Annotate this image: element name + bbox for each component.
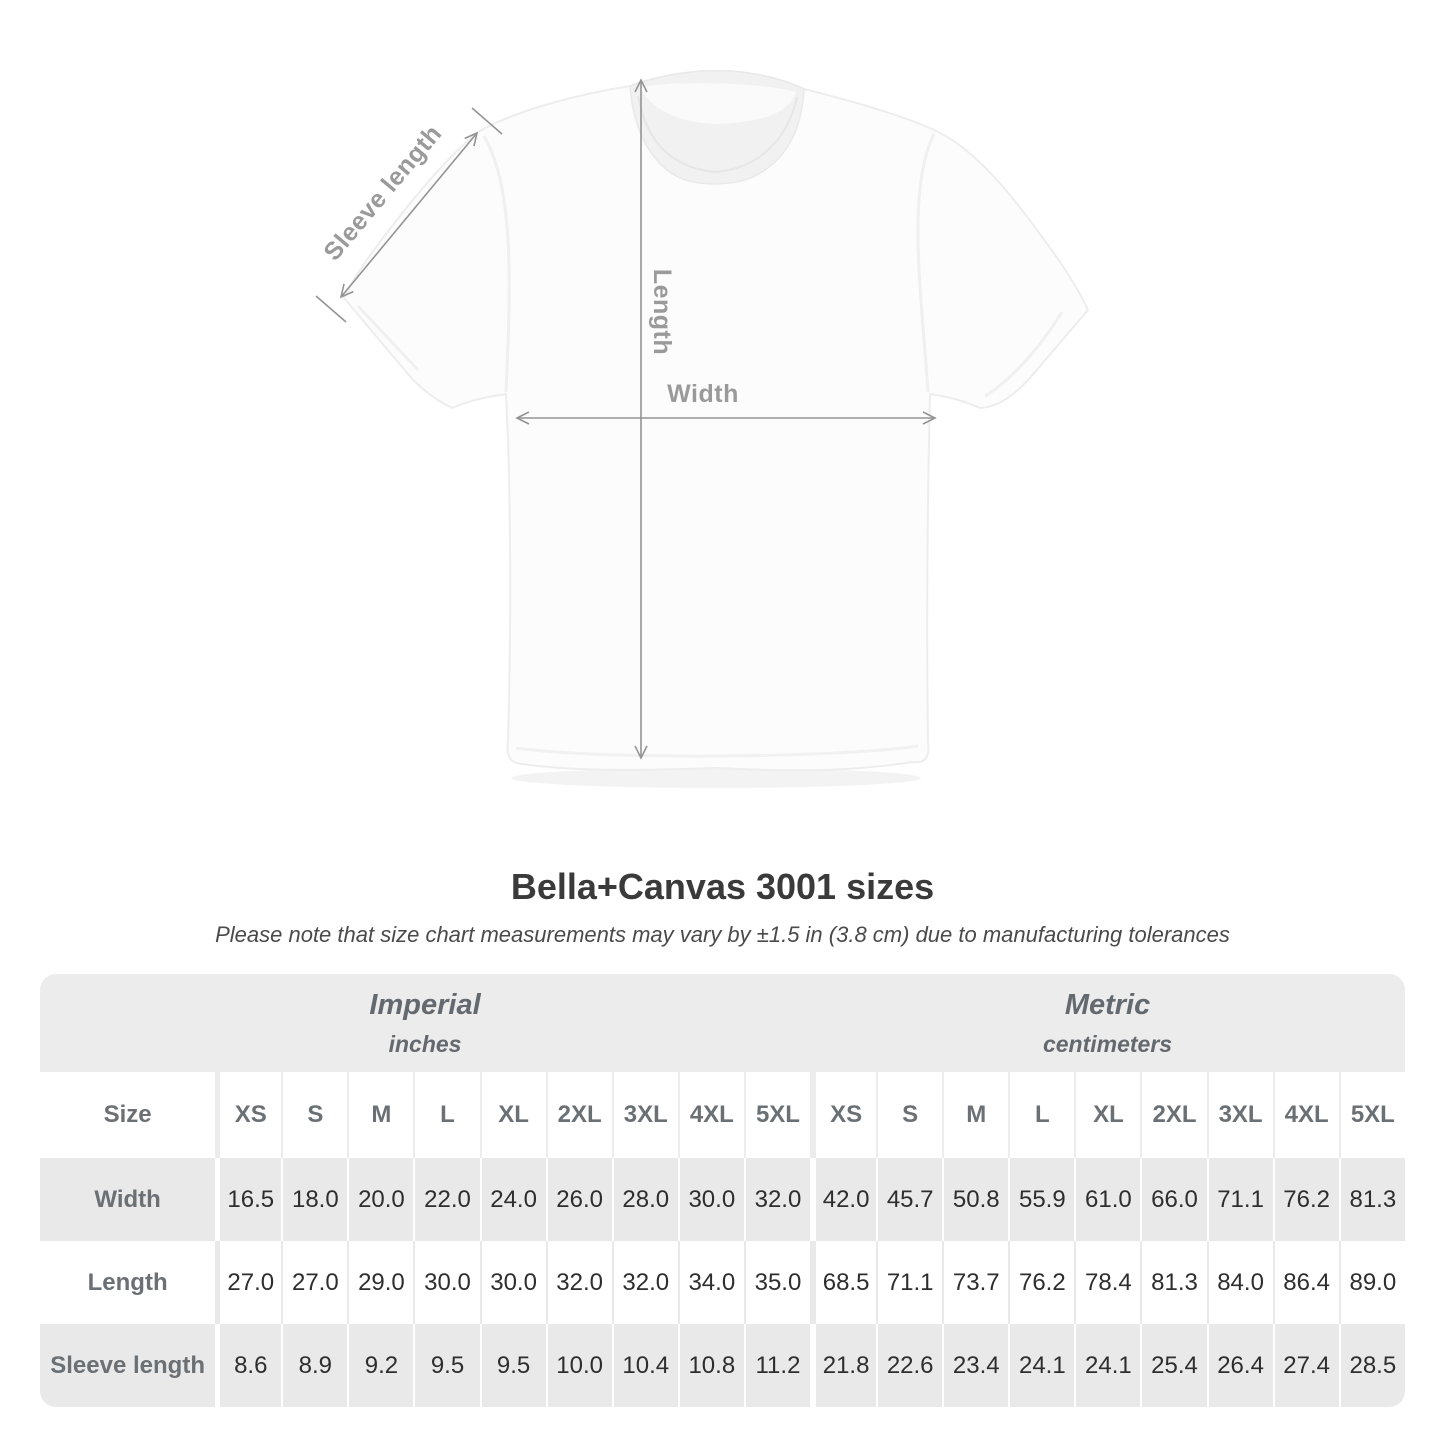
size-header-cell: L — [413, 1072, 480, 1158]
width-label: Width — [667, 380, 739, 408]
measurement-value-cell: 24.1 — [1008, 1324, 1075, 1407]
size-header-cell: M — [347, 1072, 414, 1158]
page-title: Bella+Canvas 3001 sizes — [510, 866, 935, 907]
measurement-value-cell: 16.5 — [215, 1158, 282, 1241]
measurement-value-cell: 34.0 — [677, 1241, 744, 1324]
size-header-cell: M — [942, 1072, 1009, 1158]
size-header-cell: 3XL — [1206, 1072, 1273, 1158]
measurement-value-cell: 27.4 — [1272, 1324, 1339, 1407]
size-header-cell: 2XL — [545, 1072, 612, 1158]
measurement-row-label: Length — [40, 1241, 216, 1324]
measurement-value-cell: 32.0 — [743, 1158, 811, 1241]
measurement-value-cell: 11.2 — [743, 1324, 811, 1407]
tolerance-note: Please note that size chart measurements… — [215, 922, 1230, 947]
measurement-value-cell: 22.6 — [876, 1324, 943, 1407]
measurement-value-cell: 45.7 — [876, 1158, 943, 1241]
measurement-value-cell: 23.4 — [942, 1324, 1009, 1407]
measurement-value-cell: 50.8 — [942, 1158, 1009, 1241]
measurement-value-cell: 28.5 — [1338, 1324, 1405, 1407]
measurement-value-cell: 76.2 — [1008, 1241, 1075, 1324]
measurement-value-cell: 24.0 — [479, 1158, 546, 1241]
measurement-value-cell: 22.0 — [413, 1158, 480, 1241]
tshirt-illustration — [343, 69, 1089, 772]
measurement-value-cell: 8.6 — [215, 1324, 282, 1407]
metric-unit: centimeters — [1042, 1030, 1173, 1057]
size-header-cell: 5XL — [743, 1072, 811, 1158]
measurement-row: Sleeve length 8.6 8.9 9.2 9.5 9.5 10.0 10.4 10.8… — [40, 1324, 1405, 1407]
size-header-cell: S — [281, 1072, 348, 1158]
measurement-value-cell: 86.4 — [1272, 1241, 1339, 1324]
imperial-header-cell: Imperial inches — [40, 974, 811, 1072]
measurement-value-cell: 73.7 — [942, 1241, 1009, 1324]
measurement-value-cell: 18.0 — [281, 1158, 348, 1241]
measurement-value-cell: 27.0 — [215, 1241, 282, 1324]
measurement-value-cell: 8.9 — [281, 1324, 348, 1407]
measurement-value-cell: 9.5 — [479, 1324, 546, 1407]
measurement-value-cell: 20.0 — [347, 1158, 414, 1241]
length-label: Length — [648, 269, 676, 355]
measurement-value-cell: 26.0 — [545, 1158, 612, 1241]
measurement-value-cell: 76.2 — [1272, 1158, 1339, 1241]
size-header-cell: S — [876, 1072, 943, 1158]
measurement-value-cell: 30.0 — [479, 1241, 546, 1324]
measurement-value-cell: 89.0 — [1338, 1241, 1405, 1324]
measurement-value-cell: 9.2 — [347, 1324, 414, 1407]
measurement-value-cell: 32.0 — [611, 1241, 678, 1324]
measurement-value-cell: 30.0 — [413, 1241, 480, 1324]
size-header-cell: XS — [215, 1072, 282, 1158]
measurement-value-cell: 25.4 — [1140, 1324, 1207, 1407]
size-header-cell: 4XL — [677, 1072, 744, 1158]
measurement-row: Length 27.0 27.0 29.0 30.0 30.0 32.0 32.0 34.0 35… — [40, 1241, 1405, 1324]
measurement-value-cell: 10.4 — [611, 1324, 678, 1407]
size-header-row: Size XS S M L XL 2XL 3XL 4XL 5XL XS S M L XL 2XL 3XL 4XL… — [40, 1072, 1405, 1158]
size-header-cell: L — [1008, 1072, 1075, 1158]
shirt-shadow — [511, 768, 921, 788]
measurement-value-cell: 26.4 — [1206, 1324, 1273, 1407]
measurement-value-cell: 71.1 — [1206, 1158, 1273, 1241]
measurement-value-cell: 55.9 — [1008, 1158, 1075, 1241]
measurement-value-cell: 84.0 — [1206, 1241, 1273, 1324]
measurement-value-cell: 78.4 — [1074, 1241, 1141, 1324]
measurement-value-cell: 10.0 — [545, 1324, 612, 1407]
measurement-value-cell: 81.3 — [1338, 1158, 1405, 1241]
measurement-value-cell: 66.0 — [1140, 1158, 1207, 1241]
measurement-value-cell: 28.0 — [611, 1158, 678, 1241]
imperial-unit: inches — [388, 1030, 462, 1057]
metric-title: Metric — [1064, 988, 1151, 1021]
measurement-value-cell: 68.5 — [810, 1241, 877, 1324]
measurement-value-cell: 61.0 — [1074, 1158, 1141, 1241]
sleeve-length-arrow — [315, 107, 503, 323]
size-header-cell: XL — [1074, 1072, 1141, 1158]
size-column-header: Size — [40, 1072, 216, 1158]
measurement-value-cell: 71.1 — [876, 1241, 943, 1324]
measurement-value-cell: 30.0 — [677, 1158, 744, 1241]
measurement-value-cell: 42.0 — [810, 1158, 877, 1241]
measurement-value-cell: 10.8 — [677, 1324, 744, 1407]
unit-system-header-row: Imperial inches Metric centimeters — [40, 974, 1405, 1072]
measurement-row-label: Sleeve length — [40, 1324, 216, 1407]
measurement-value-cell: 27.0 — [281, 1241, 348, 1324]
metric-header-cell: Metric centimeters — [810, 974, 1405, 1072]
size-table-container: Imperial inches Metric centimeters Size … — [40, 974, 1405, 1407]
measurement-value-cell: 35.0 — [743, 1241, 811, 1324]
size-header-cell: 4XL — [1272, 1072, 1339, 1158]
measurement-value-cell: 29.0 — [347, 1241, 414, 1324]
size-header-cell: 2XL — [1140, 1072, 1207, 1158]
measurement-value-cell: 9.5 — [413, 1324, 480, 1407]
measurement-value-cell: 32.0 — [545, 1241, 612, 1324]
size-header-cell: XS — [810, 1072, 877, 1158]
measurement-value-cell: 21.8 — [810, 1324, 877, 1407]
measurement-value-cell: 24.1 — [1074, 1324, 1141, 1407]
measurement-row-label: Width — [40, 1158, 216, 1241]
measurement-value-cell: 81.3 — [1140, 1241, 1207, 1324]
size-table: Imperial inches Metric centimeters Size … — [40, 974, 1405, 1407]
size-header-cell: XL — [479, 1072, 546, 1158]
tshirt-diagram: Sleeve length Length Width — [315, 69, 1089, 788]
measurement-row: Width 16.5 18.0 20.0 22.0 24.0 26.0 28.0 30.0 32.… — [40, 1158, 1405, 1241]
size-header-cell: 5XL — [1338, 1072, 1405, 1158]
imperial-title: Imperial — [369, 988, 481, 1021]
size-header-cell: 3XL — [611, 1072, 678, 1158]
